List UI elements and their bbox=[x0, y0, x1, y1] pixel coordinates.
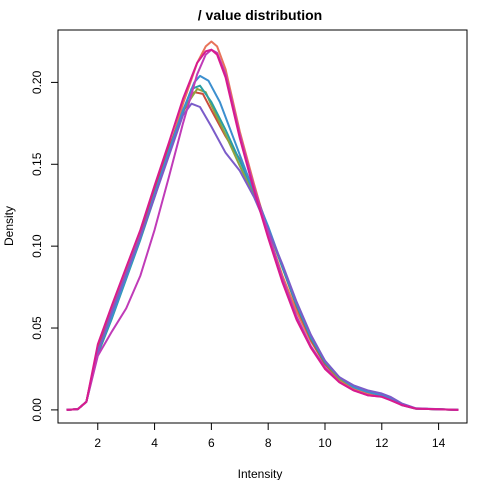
x-tick-label: 12 bbox=[375, 436, 389, 450]
y-axis-label: Density bbox=[2, 206, 16, 246]
y-tick-label: 0.20 bbox=[30, 70, 44, 94]
density-series-2 bbox=[66, 91, 459, 411]
density-series-1 bbox=[66, 40, 459, 411]
y-axis: 0.00 0.05 0.10 0.15 0.20 bbox=[30, 70, 58, 422]
x-axis: 2 4 6 8 10 12 14 bbox=[94, 423, 446, 450]
x-tick-label: 14 bbox=[432, 436, 446, 450]
density-series-3 bbox=[66, 87, 459, 411]
y-tick-label: 0.05 bbox=[30, 316, 44, 340]
chart-title: / value distribution bbox=[198, 7, 322, 23]
density-series-8 bbox=[66, 48, 459, 411]
density-series-4 bbox=[66, 84, 459, 411]
y-tick-label: 0.10 bbox=[30, 234, 44, 258]
x-tick-label: 4 bbox=[151, 436, 158, 450]
x-tick-label: 10 bbox=[318, 436, 332, 450]
y-tick-label: 0.00 bbox=[30, 398, 44, 422]
plot-frame bbox=[57, 29, 468, 424]
x-tick-label: 2 bbox=[94, 436, 101, 450]
series-layer bbox=[66, 40, 459, 411]
density-series-5 bbox=[66, 74, 459, 411]
y-tick-label: 0.15 bbox=[30, 152, 44, 176]
x-axis-label: Intensity bbox=[238, 467, 283, 480]
density-series-6 bbox=[66, 102, 459, 411]
density-series-7 bbox=[66, 48, 459, 411]
x-tick-label: 8 bbox=[265, 436, 272, 450]
x-tick-label: 6 bbox=[208, 436, 215, 450]
